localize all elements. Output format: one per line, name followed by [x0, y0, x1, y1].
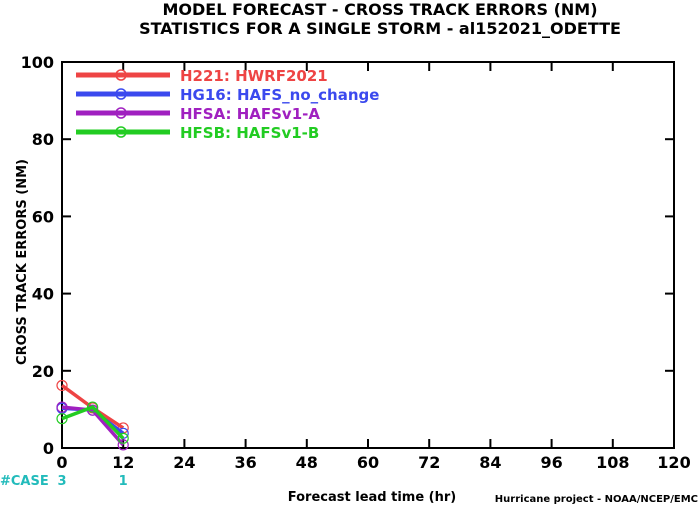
x-tick-label: 84 — [479, 453, 501, 472]
legend-marker — [115, 69, 127, 81]
legend-label: H221: HWRF2021 — [180, 67, 328, 85]
x-tick-label: 60 — [357, 453, 379, 472]
x-tick-label: 24 — [173, 453, 195, 472]
x-tick-label: 48 — [296, 453, 318, 472]
x-axis-label: Forecast lead time (hr) — [288, 490, 456, 505]
legend-marker — [115, 107, 127, 119]
x-axis: 0 12 24 36 48 60 72 84 96 108 120 — [56, 62, 691, 472]
data-point — [86, 401, 99, 413]
data-point — [56, 413, 68, 425]
case-count: 1 — [119, 474, 128, 489]
case-count: 3 — [57, 474, 66, 489]
data-point — [117, 439, 129, 451]
x-tick-label: 120 — [657, 453, 690, 472]
legend-marker — [115, 88, 127, 100]
x-tick-label: 0 — [56, 453, 67, 472]
case-count-row: #CASE 3 1 — [0, 474, 128, 489]
y-tick-label: 80 — [32, 130, 54, 149]
x-tick-label: 96 — [540, 453, 562, 472]
series-3 — [56, 401, 129, 444]
plot-frame — [61, 61, 675, 449]
y-axis: 0 20 40 60 80 100 — [21, 53, 674, 458]
y-axis-label: CROSS TRACK ERRORS (NM) — [15, 159, 30, 365]
plot-area — [61, 61, 675, 449]
legend-label: HG16: HAFS_no_change — [180, 86, 379, 104]
chart-title: MODEL FORECAST - CROSS TRACK ERRORS (NM) — [162, 0, 597, 19]
series-line — [61, 405, 125, 440]
footer-credit: Hurricane project - NOAA/NCEP/EMC — [495, 494, 698, 505]
y-tick-label: 20 — [32, 362, 54, 381]
data-point — [56, 401, 68, 413]
series-layer — [56, 379, 129, 451]
x-tick-label: 36 — [234, 453, 256, 472]
y-tick-label: 100 — [21, 53, 54, 72]
data-point — [117, 432, 129, 444]
x-tick-label: 12 — [112, 453, 134, 472]
y-tick-label: 0 — [43, 439, 54, 458]
legend-label: HFSB: HAFSv1-B — [180, 124, 319, 142]
x-tick-label: 108 — [596, 453, 629, 472]
y-tick-label: 60 — [32, 207, 54, 226]
case-label: #CASE — [0, 474, 49, 489]
x-tick-label: 72 — [418, 453, 440, 472]
legend-label: HFSA: HAFSv1-A — [180, 105, 320, 123]
legend-marker — [115, 126, 127, 138]
series-line — [61, 405, 125, 447]
chart-subtitle: STATISTICS FOR A SINGLE STORM - al152021… — [139, 19, 621, 38]
y-tick-label: 40 — [32, 285, 54, 304]
data-point — [56, 379, 68, 392]
